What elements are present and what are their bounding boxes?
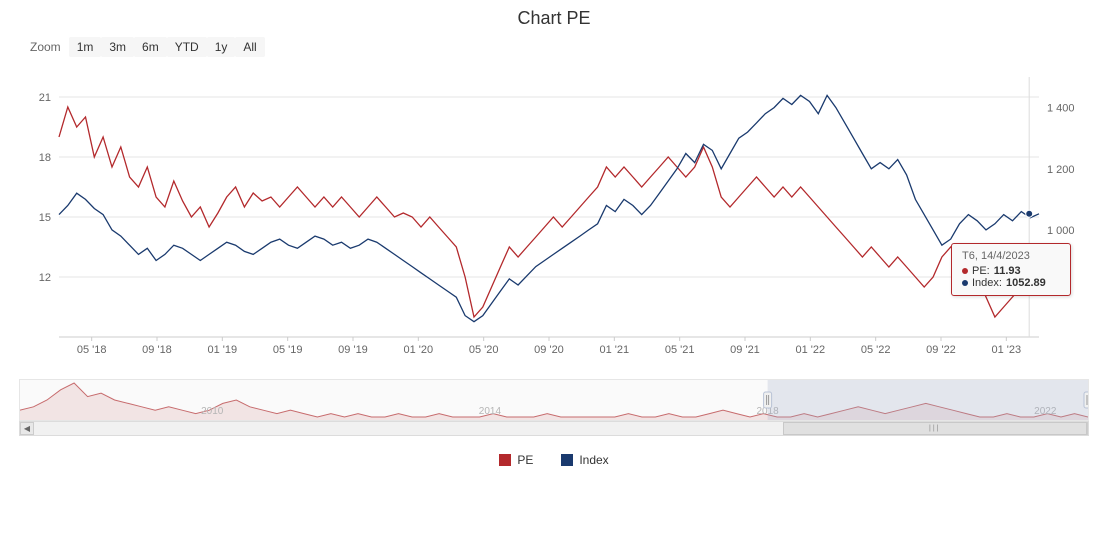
chart-title: Chart PE — [10, 8, 1098, 29]
navigator-scrollbar[interactable]: ◀ ||| ▶ — [19, 421, 1089, 436]
zoom-label: Zoom — [30, 40, 61, 54]
svg-text:01 '19: 01 '19 — [208, 344, 238, 356]
tooltip: T6, 14/4/2023 PE: 11.93Index: 1052.89 — [951, 243, 1071, 296]
svg-text:05 '18: 05 '18 — [77, 344, 107, 356]
svg-text:01 '22: 01 '22 — [796, 344, 826, 356]
svg-text:01 '20: 01 '20 — [404, 344, 434, 356]
svg-text:05 '22: 05 '22 — [861, 344, 891, 356]
svg-text:05 '19: 05 '19 — [273, 344, 303, 356]
navigator-svg: 2010201420182022 — [19, 379, 1089, 421]
svg-text:18: 18 — [39, 152, 51, 164]
zoom-bar: Zoom 1m3m6mYTD1yAll — [30, 37, 1098, 57]
svg-text:12: 12 — [39, 272, 51, 284]
svg-text:09 '18: 09 '18 — [142, 344, 172, 356]
legend-item-index[interactable]: Index — [561, 453, 608, 467]
svg-text:1 200: 1 200 — [1047, 164, 1075, 176]
svg-text:1 400: 1 400 — [1047, 103, 1075, 115]
svg-text:05 '20: 05 '20 — [469, 344, 499, 356]
navigator[interactable]: 2010201420182022 ◀ ||| ▶ — [19, 379, 1089, 439]
svg-text:1 000: 1 000 — [1047, 225, 1075, 237]
tooltip-date: T6, 14/4/2023 — [962, 250, 1060, 262]
scroll-left-arrow[interactable]: ◀ — [20, 422, 34, 435]
svg-text:09 '21: 09 '21 — [730, 344, 760, 356]
svg-text:09 '20: 09 '20 — [534, 344, 564, 356]
svg-text:09 '22: 09 '22 — [926, 344, 956, 356]
zoom-6m-button[interactable]: 6m — [134, 37, 167, 57]
svg-text:01 '23: 01 '23 — [992, 344, 1022, 356]
legend: PE Index — [10, 453, 1098, 467]
zoom-3m-button[interactable]: 3m — [101, 37, 134, 57]
legend-item-pe[interactable]: PE — [499, 453, 533, 467]
main-chart[interactable]: 121518218001 0001 2001 40005 '1809 '1801… — [19, 67, 1089, 367]
zoom-all-button[interactable]: All — [235, 37, 264, 57]
zoom-ytd-button[interactable]: YTD — [167, 37, 207, 57]
chart-container: Chart PE Zoom 1m3m6mYTD1yAll 12151821800… — [0, 0, 1108, 471]
tooltip-row: PE: 11.93 — [962, 265, 1060, 277]
svg-text:2014: 2014 — [479, 406, 502, 417]
svg-text:09 '19: 09 '19 — [338, 344, 368, 356]
scroll-thumb[interactable]: ||| — [783, 422, 1087, 435]
chart-svg: 121518218001 0001 2001 40005 '1809 '1801… — [19, 67, 1089, 367]
svg-text:05 '21: 05 '21 — [665, 344, 695, 356]
zoom-1m-button[interactable]: 1m — [69, 37, 102, 57]
zoom-1y-button[interactable]: 1y — [207, 37, 236, 57]
svg-text:01 '21: 01 '21 — [600, 344, 630, 356]
svg-text:21: 21 — [39, 92, 51, 104]
svg-text:2010: 2010 — [201, 406, 224, 417]
tooltip-row: Index: 1052.89 — [962, 277, 1060, 289]
svg-text:15: 15 — [39, 212, 51, 224]
